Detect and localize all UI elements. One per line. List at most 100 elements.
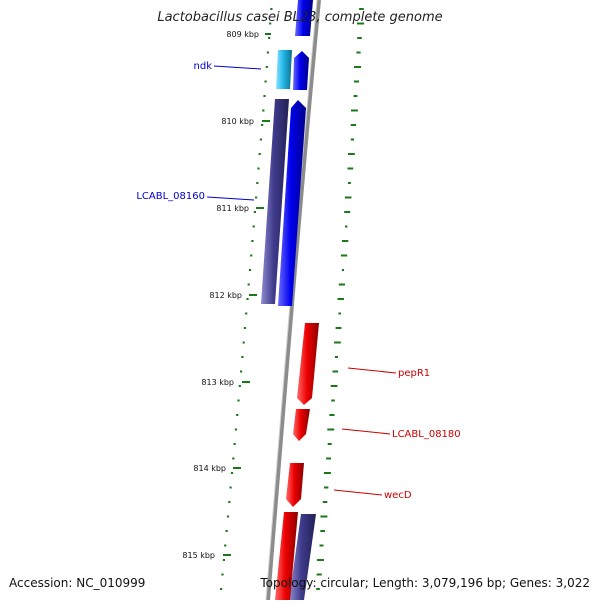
track-dot	[268, 37, 271, 39]
track-dot	[344, 211, 351, 213]
track-dot	[326, 457, 331, 460]
track-dot	[253, 211, 256, 213]
cog-box-cyan	[276, 50, 292, 89]
tick-label: 814 kbp	[193, 464, 226, 473]
track-dot	[265, 66, 268, 68]
track-dot	[236, 414, 239, 416]
map-title: Lactobacillus casei BL23, complete genom…	[157, 10, 443, 25]
track-dot	[264, 80, 267, 83]
track-dot	[255, 196, 258, 199]
cds-reverse-pepr1	[297, 323, 319, 405]
track-dot	[270, 8, 273, 10]
track-dot	[334, 356, 338, 358]
track-dot	[269, 22, 272, 25]
gc-content-track	[220, 8, 273, 590]
track-dot	[252, 225, 255, 228]
track-dot	[338, 283, 345, 286]
track-dot	[316, 573, 322, 576]
track-dot	[316, 559, 324, 561]
scale-ticks: 809 kbp 810 kbp 811 kbp 812 kbp 813 kbp …	[182, 30, 271, 560]
track-dot	[337, 298, 344, 300]
track-dot	[263, 95, 266, 97]
cds-forward-top	[295, 0, 313, 36]
cog-box-purple-1	[261, 99, 289, 304]
track-dot	[224, 544, 227, 547]
accession-text: Accession: NC_010999	[9, 576, 146, 590]
cog-box-purple-2	[289, 514, 316, 600]
track-dot	[323, 472, 331, 474]
track-dot	[327, 443, 332, 445]
cds-forward-ndk	[293, 51, 309, 90]
track-dot	[320, 515, 328, 518]
track-dot	[356, 51, 361, 54]
track-dot	[319, 544, 324, 547]
track-dot	[222, 559, 225, 561]
track-dot	[340, 254, 348, 257]
track-dot	[243, 327, 246, 329]
cds-reverse-wecd	[286, 463, 304, 507]
gene-label-wecd[interactable]: wecD	[384, 490, 412, 501]
track-dot	[347, 182, 351, 184]
track-dot	[345, 225, 348, 228]
gene-label-pepr1[interactable]: pepR1	[398, 368, 430, 379]
track-dot	[324, 486, 329, 489]
tick-label: 810 kbp	[221, 117, 254, 126]
leader-line-lcabl08180	[341, 428, 391, 435]
track-dot	[262, 109, 265, 112]
track-dot	[338, 312, 341, 315]
track-dot	[354, 66, 361, 68]
tick-label: 809 kbp	[226, 30, 259, 39]
track-dot	[226, 515, 230, 518]
track-dot	[247, 283, 250, 286]
track-dot	[246, 298, 249, 300]
track-dot	[250, 254, 253, 257]
track-dot	[327, 428, 335, 431]
track-dot	[256, 182, 259, 184]
track-dot	[229, 486, 232, 489]
gene-label-ndk[interactable]: ndk	[194, 61, 213, 72]
track-dot	[354, 80, 359, 83]
track-dot	[248, 269, 252, 271]
cds-forward-lcabl08160	[278, 100, 306, 306]
gene-label-lcabl08180[interactable]: LCABL_08180	[392, 429, 461, 440]
track-dot	[350, 124, 357, 126]
track-dot	[257, 167, 260, 170]
track-dot	[245, 312, 248, 315]
track-dot	[344, 196, 352, 199]
gene-label-lcabl08160[interactable]: LCABL_08160	[136, 191, 205, 202]
track-dot	[359, 8, 364, 10]
track-dot	[357, 37, 362, 39]
track-dot	[331, 399, 335, 402]
track-dot	[341, 240, 349, 242]
track-dot	[322, 501, 328, 503]
track-dot	[220, 588, 223, 590]
track-dot	[261, 124, 264, 126]
leader-line-lcabl08160	[206, 196, 255, 201]
track-dot	[258, 153, 261, 155]
track-dot	[241, 356, 244, 358]
track-dot	[334, 341, 341, 344]
track-dot	[225, 530, 228, 532]
track-dot	[234, 428, 237, 431]
track-dot	[228, 501, 231, 503]
track-dot	[330, 385, 338, 387]
cds-reverse-bottom	[275, 512, 298, 600]
cds-reverse-lcabl08180	[293, 409, 310, 441]
tick-label: 813 kbp	[201, 378, 234, 387]
track-dot	[266, 51, 269, 54]
track-dot	[335, 327, 342, 329]
track-dot	[242, 341, 245, 344]
track-dot	[341, 269, 344, 271]
track-dot	[353, 95, 358, 97]
gc-skew-track	[316, 8, 364, 590]
track-dot	[221, 573, 224, 576]
track-dot	[259, 138, 262, 141]
track-dot	[329, 414, 335, 416]
track-dot	[347, 167, 354, 170]
gene-labels: ndk LCABL_08160 pepR1 LCABL_08180 wecD	[136, 61, 460, 501]
track-dot	[320, 530, 326, 532]
leader-line-pepr1	[347, 367, 397, 374]
track-dot	[251, 240, 254, 242]
